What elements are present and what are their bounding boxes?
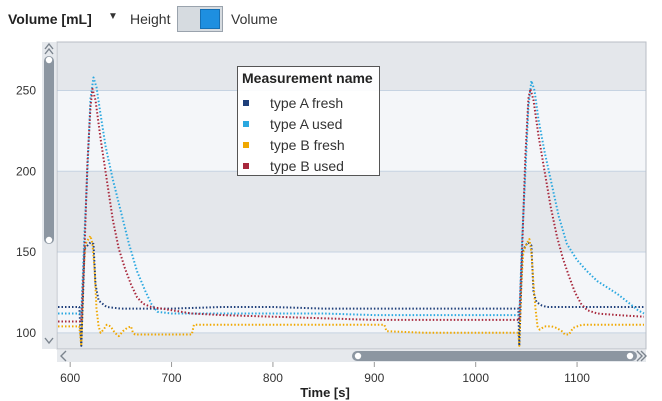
legend-label: type B used (270, 158, 344, 174)
x-axis-title: Time [s] (300, 385, 350, 400)
legend-swatch-type-b-used (243, 163, 249, 169)
vertical-scrollbar[interactable] (42, 42, 56, 349)
x-tick-label: 800 (263, 371, 283, 385)
y-tick-labels: 100 150 200 250 (16, 83, 36, 339)
x-tick-label: 1100 (564, 371, 590, 385)
legend: Measurement name type A fresh type A use… (237, 66, 380, 176)
x-tick-label: 900 (364, 371, 384, 385)
legend-item-type-a-used[interactable]: type A used (243, 115, 377, 135)
thumb-left-handle[interactable] (355, 353, 361, 359)
plot-band (57, 171, 646, 252)
thumb-top-handle[interactable] (46, 57, 52, 63)
legend-item-type-a-fresh[interactable]: type A fresh (243, 94, 377, 114)
y-tick-label: 100 (16, 326, 36, 340)
legend-label: type A fresh (270, 95, 343, 111)
x-tick-label: 700 (162, 371, 182, 385)
thumb-right-handle[interactable] (627, 353, 633, 359)
x-tick-label: 1000 (462, 371, 489, 385)
y-tick-label: 150 (16, 245, 36, 259)
x-tick-labels: 600 700 800 900 1000 1100 (60, 362, 590, 385)
horizontal-scroll-thumb[interactable] (352, 351, 637, 361)
legend-title: Measurement name (242, 70, 373, 86)
legend-item-type-b-used[interactable]: type B used (243, 157, 377, 177)
legend-swatch-type-b-fresh (243, 142, 249, 148)
legend-swatch-type-a-fresh (243, 100, 249, 106)
legend-item-type-b-fresh[interactable]: type B fresh (243, 136, 377, 156)
plot-band (57, 252, 646, 333)
vertical-scroll-thumb[interactable] (44, 56, 54, 244)
legend-label: type B fresh (270, 137, 345, 153)
legend-label: type A used (270, 116, 342, 132)
y-tick-label: 250 (16, 83, 36, 97)
horizontal-scrollbar[interactable] (57, 350, 646, 362)
x-tick-label: 600 (60, 371, 80, 385)
legend-swatch-type-a-used (243, 121, 249, 127)
y-tick-label: 200 (16, 164, 36, 178)
thumb-bottom-handle[interactable] (46, 237, 52, 243)
